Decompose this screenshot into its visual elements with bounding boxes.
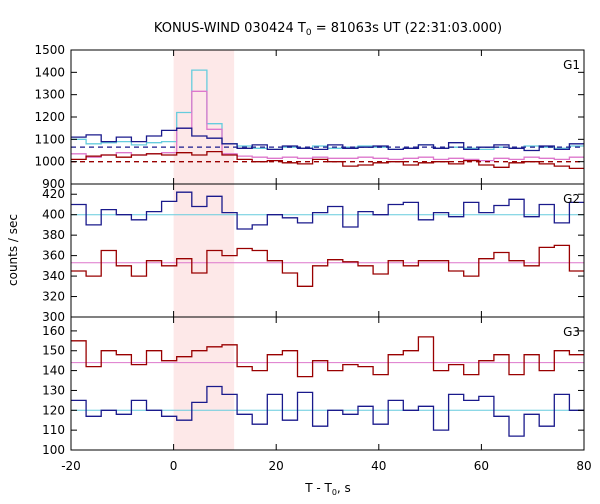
y-tick-label: 420: [42, 187, 65, 201]
y-tick-label: 140: [42, 364, 65, 378]
y-tick-label: 110: [42, 423, 65, 437]
y-tick-label: 1400: [34, 65, 65, 79]
y-tick-label: 1100: [34, 132, 65, 146]
panel-frame: [70, 49, 585, 185]
step-series: [71, 90, 584, 162]
y-tick-label: 1500: [34, 43, 65, 57]
highlight-interval: [173, 184, 235, 317]
y-tick-label: 100: [42, 443, 65, 457]
y-tick-label: 320: [42, 290, 65, 304]
step-series: [71, 336, 584, 378]
panel-label: G2: [563, 192, 580, 206]
x-tick-label: 60: [474, 459, 489, 473]
panels: 900100011001200130014001500G130032034036…: [34, 43, 591, 473]
y-tick-label: 120: [42, 403, 65, 417]
y-tick-label: 1300: [34, 88, 65, 102]
x-tick-label: 40: [371, 459, 386, 473]
panel-label: G1: [563, 58, 580, 72]
step-series: [71, 150, 584, 170]
step-series: [71, 191, 584, 230]
y-tick-label: 900: [42, 177, 65, 191]
step-series: [71, 244, 584, 287]
panel-label: G3: [563, 325, 580, 339]
x-tick-label: -20: [61, 459, 81, 473]
step-series: [71, 385, 584, 437]
y-tick-label: 380: [42, 228, 65, 242]
y-tick-label: 1000: [34, 155, 65, 169]
y-axis-label: counts / sec: [6, 214, 20, 286]
y-tick-label: 130: [42, 383, 65, 397]
y-tick-label: 400: [42, 208, 65, 222]
y-tick-label: 340: [42, 269, 65, 283]
y-tick-label: 150: [42, 344, 65, 358]
highlight-interval: [173, 317, 235, 450]
y-tick-label: 300: [42, 310, 65, 324]
step-series: [71, 69, 584, 151]
y-tick-label: 360: [42, 249, 65, 263]
x-tick-label: 80: [576, 459, 591, 473]
x-tick-label: 0: [170, 459, 178, 473]
x-tick-label: 20: [269, 459, 284, 473]
y-tick-label: 1200: [34, 110, 65, 124]
y-tick-label: 160: [42, 324, 65, 338]
panel-frame: [70, 316, 585, 451]
chart-title: KONUS-WIND 030424 T0 = 81063s UT (22:31:…: [154, 21, 502, 38]
panel-frame: [70, 183, 585, 318]
x-axis-label: T - T0, s: [304, 481, 351, 497]
